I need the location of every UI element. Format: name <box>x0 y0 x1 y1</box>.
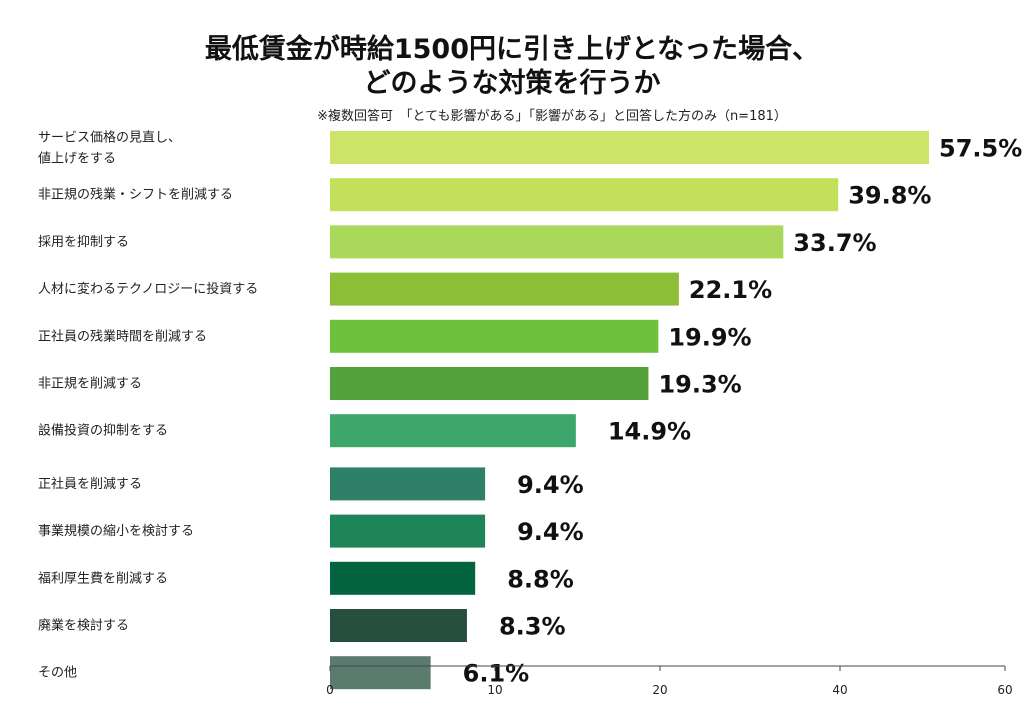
x-tick-label: 0 <box>326 683 334 697</box>
x-tick-label: 60 <box>997 683 1012 697</box>
value-label: 8.3% <box>499 613 566 641</box>
category-label: 福利厚生費を削減する <box>38 570 168 586</box>
category-label: 正社員を削減する <box>38 476 142 492</box>
category-label: 人材に変わるテクノロジーに投資する <box>38 281 258 297</box>
value-label: 6.1% <box>463 660 530 688</box>
bar <box>330 609 467 642</box>
value-label: 9.4% <box>517 471 584 499</box>
x-tick-label: 20 <box>652 683 667 697</box>
plot-area: サービス価格の見直し、値上げをする 57.5% 非正規の残業・シフトを削減する 39.… <box>38 130 1022 698</box>
value-label: 19.3% <box>658 371 741 399</box>
value-label: 9.4% <box>517 518 584 546</box>
bar <box>330 178 839 212</box>
chart-title-line-1: 最低賃金が時給1500円に引き上げとなった場合、 <box>205 33 819 65</box>
value-label: 33.7% <box>793 229 876 257</box>
bar <box>330 514 486 548</box>
chart-title-line-2: どのような対策を行うか <box>364 67 661 99</box>
bar <box>330 131 929 164</box>
category-label: 廃業を検討する <box>38 618 129 634</box>
value-label: 57.5% <box>939 135 1022 163</box>
bar <box>330 656 431 690</box>
category-label: 非正規を削減する <box>38 376 142 392</box>
x-tick-label: 40 <box>832 683 847 697</box>
category-label: 値上げをする <box>38 151 116 167</box>
value-label: 19.9% <box>668 323 751 351</box>
bar <box>330 272 679 306</box>
x-tick-label: 10 <box>487 683 502 697</box>
bar <box>330 467 486 501</box>
bar <box>330 367 649 400</box>
category-label: サービス価格の見直し、 <box>38 130 181 146</box>
bar <box>330 319 659 353</box>
category-label: 設備投資の抑制をする <box>38 423 168 439</box>
value-label: 39.8% <box>848 182 931 210</box>
bar <box>330 561 476 595</box>
category-label: 事業規模の縮小を検討する <box>38 523 194 539</box>
category-label: 非正規の残業・シフトを削減する <box>38 187 233 203</box>
value-label: 14.9% <box>608 418 691 446</box>
bar <box>330 414 576 448</box>
category-label: 正社員の残業時間を削減する <box>38 328 207 344</box>
chart-subtitle: ※複数回答可 「とても影響がある」「影響がある」と回答した方のみ（n=181） <box>317 108 787 124</box>
value-label: 22.1% <box>689 276 772 304</box>
category-label: 採用を抑制する <box>38 235 129 250</box>
value-label: 8.8% <box>507 565 574 593</box>
bar <box>330 225 784 259</box>
category-label: その他 <box>38 666 77 681</box>
